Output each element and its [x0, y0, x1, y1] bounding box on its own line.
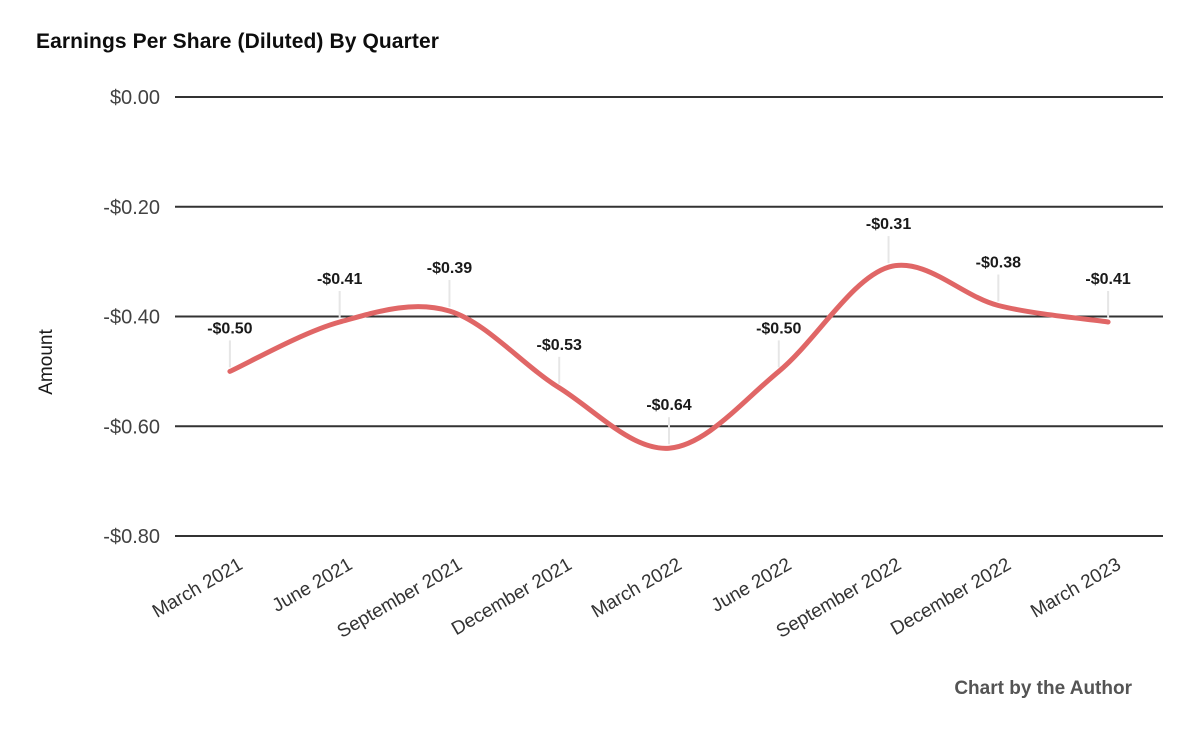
y-axis-tick-label: -$0.40 [103, 307, 160, 329]
data-label: -$0.50 [207, 320, 252, 337]
data-label: -$0.41 [1085, 271, 1130, 288]
y-axis-tick-label: -$0.60 [103, 416, 160, 438]
x-axis-tick-label: March 2022 [588, 554, 685, 622]
chart-credit: Chart by the Author [954, 678, 1132, 699]
x-axis-tick-label: March 2023 [1027, 554, 1124, 622]
data-label: -$0.39 [427, 260, 472, 277]
x-axis-tick-label: June 2021 [269, 554, 356, 617]
y-axis-tick-label: -$0.80 [103, 526, 160, 548]
x-axis-tick-label: December 2022 [887, 554, 1015, 640]
x-axis-tick-label: September 2021 [334, 554, 466, 642]
eps-line-series [227, 262, 1111, 451]
data-label: -$0.38 [976, 255, 1021, 272]
y-axis-title: Amount [36, 329, 57, 395]
data-label: -$0.64 [646, 397, 691, 414]
data-label: -$0.31 [866, 216, 911, 233]
data-label: -$0.53 [537, 337, 582, 354]
x-axis-tick-label: September 2022 [773, 554, 905, 642]
data-label: -$0.41 [317, 271, 362, 288]
y-axis-tick-label: -$0.20 [103, 197, 160, 219]
x-axis-tick-label: March 2021 [149, 554, 246, 622]
x-axis-tick-label: December 2021 [448, 554, 576, 640]
x-axis-tick-label: June 2022 [708, 554, 795, 617]
data-label: -$0.50 [756, 320, 801, 337]
y-axis-tick-label: $0.00 [110, 87, 160, 109]
chart-title: Earnings Per Share (Diluted) By Quarter [36, 30, 440, 53]
